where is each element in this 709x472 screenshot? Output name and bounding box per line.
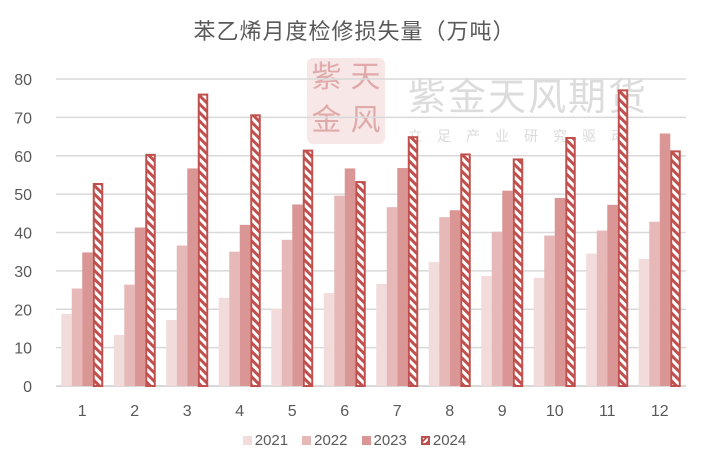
y-tick-label: 30 — [14, 264, 32, 281]
y-tick-label: 20 — [14, 302, 32, 319]
y-tick-label: 10 — [14, 341, 32, 358]
legend-label: 2022 — [314, 432, 348, 449]
bar-2022 — [281, 239, 293, 386]
legend: 2021 2022 2023 2024 — [0, 432, 709, 449]
y-tick-label: 60 — [14, 149, 32, 166]
x-tick-label: 10 — [546, 403, 564, 420]
bar-2021 — [638, 258, 650, 386]
bar-2023 — [397, 168, 408, 386]
bar-2023 — [659, 133, 671, 386]
y-axis: 0 10 20 30 40 50 60 70 80 — [14, 72, 32, 396]
bar-2022 — [124, 284, 135, 386]
bar-2022 — [334, 195, 345, 386]
bar-2024 — [407, 136, 419, 387]
y-tick-label: 0 — [23, 379, 32, 396]
y-tick-label: 40 — [14, 226, 32, 243]
legend-swatch-icon — [302, 436, 312, 445]
x-tick-label: 9 — [498, 403, 507, 420]
seal-char: 紫 — [311, 60, 342, 95]
bar-2021 — [113, 334, 125, 386]
bar-2024 — [92, 182, 104, 387]
chart-title: 苯乙烯月度检修损失量（万吨） — [193, 20, 516, 45]
x-tick-label: 11 — [599, 403, 616, 420]
bar-2024 — [512, 158, 524, 387]
x-tick-label: 8 — [445, 403, 454, 420]
bar-2022 — [649, 221, 660, 386]
legend-swatch-icon — [242, 436, 252, 445]
bar-2024 — [355, 181, 366, 387]
bar-2022 — [229, 251, 240, 386]
legend-label: 2024 — [432, 432, 467, 449]
y-tick-label: 80 — [14, 72, 32, 89]
seal-char: 天 — [350, 60, 381, 95]
legend-item-2021: 2021 — [242, 432, 289, 449]
x-tick-label: 4 — [235, 403, 244, 420]
bar-2021 — [481, 275, 492, 386]
bar-2022 — [176, 245, 188, 386]
legend-item-2022: 2022 — [302, 432, 348, 449]
bar-2022 — [491, 231, 503, 386]
bar-2021 — [586, 253, 597, 386]
bar-2023 — [187, 168, 198, 386]
y-tick-label: 70 — [14, 110, 32, 127]
bar-2024 — [617, 89, 629, 388]
legend-label: 2021 — [254, 432, 289, 449]
x-tick-label: 3 — [183, 403, 192, 420]
legend-swatch-icon — [361, 436, 371, 445]
bar-2021 — [218, 297, 230, 386]
gridlines — [56, 78, 686, 387]
bar-2022 — [596, 230, 608, 386]
seal-char: 风 — [350, 103, 381, 138]
bar-2023 — [292, 204, 303, 386]
bar-2022 — [386, 207, 398, 386]
bar-2022 — [439, 217, 450, 386]
bar-2023 — [82, 252, 93, 386]
x-tick-label: 5 — [288, 403, 297, 420]
bar-2024 — [670, 150, 681, 387]
x-tick-label: 1 — [78, 403, 87, 420]
bar-2024 — [145, 153, 156, 387]
bar-2021 — [376, 283, 387, 386]
bar-2021 — [323, 293, 335, 386]
watermark-company: 紫金天风期货 — [408, 75, 649, 119]
bar-2021 — [166, 319, 177, 386]
bar-2024 — [302, 149, 314, 387]
bar-2021 — [428, 262, 440, 386]
bar-2022 — [544, 235, 555, 386]
bar-2021 — [271, 308, 282, 386]
legend-item-2023: 2023 — [361, 432, 407, 449]
x-tick-label: 2 — [130, 403, 139, 420]
bar-2023 — [239, 224, 251, 386]
y-tick-label: 50 — [14, 187, 32, 204]
bar-2021 — [533, 277, 545, 386]
bar-2021 — [61, 313, 72, 386]
bar-2022 — [71, 288, 83, 386]
bar-2023 — [134, 227, 146, 386]
legend-swatch-icon — [420, 436, 430, 445]
bar-2023 — [449, 210, 461, 386]
legend-label: 2023 — [373, 432, 407, 449]
legend-item-2024: 2024 — [420, 432, 467, 449]
seal-char: 金 — [311, 103, 342, 138]
bar-2024 — [250, 114, 261, 388]
watermark-seal-logo: 紫 天 金 风 — [307, 58, 385, 144]
x-axis: 1 2 3 4 5 6 7 8 9 10 11 12 — [78, 403, 669, 420]
bar-2024 — [565, 136, 576, 387]
bar-2023 — [502, 190, 513, 386]
x-tick-label: 7 — [393, 403, 402, 420]
bar-2023 — [607, 204, 618, 386]
bar-2024 — [197, 93, 209, 388]
x-tick-label: 12 — [651, 403, 669, 420]
bar-2023 — [554, 197, 566, 386]
x-tick-label: 6 — [340, 403, 349, 420]
bar-2024 — [460, 153, 471, 387]
bar-2023 — [344, 168, 356, 386]
bars — [61, 89, 681, 388]
